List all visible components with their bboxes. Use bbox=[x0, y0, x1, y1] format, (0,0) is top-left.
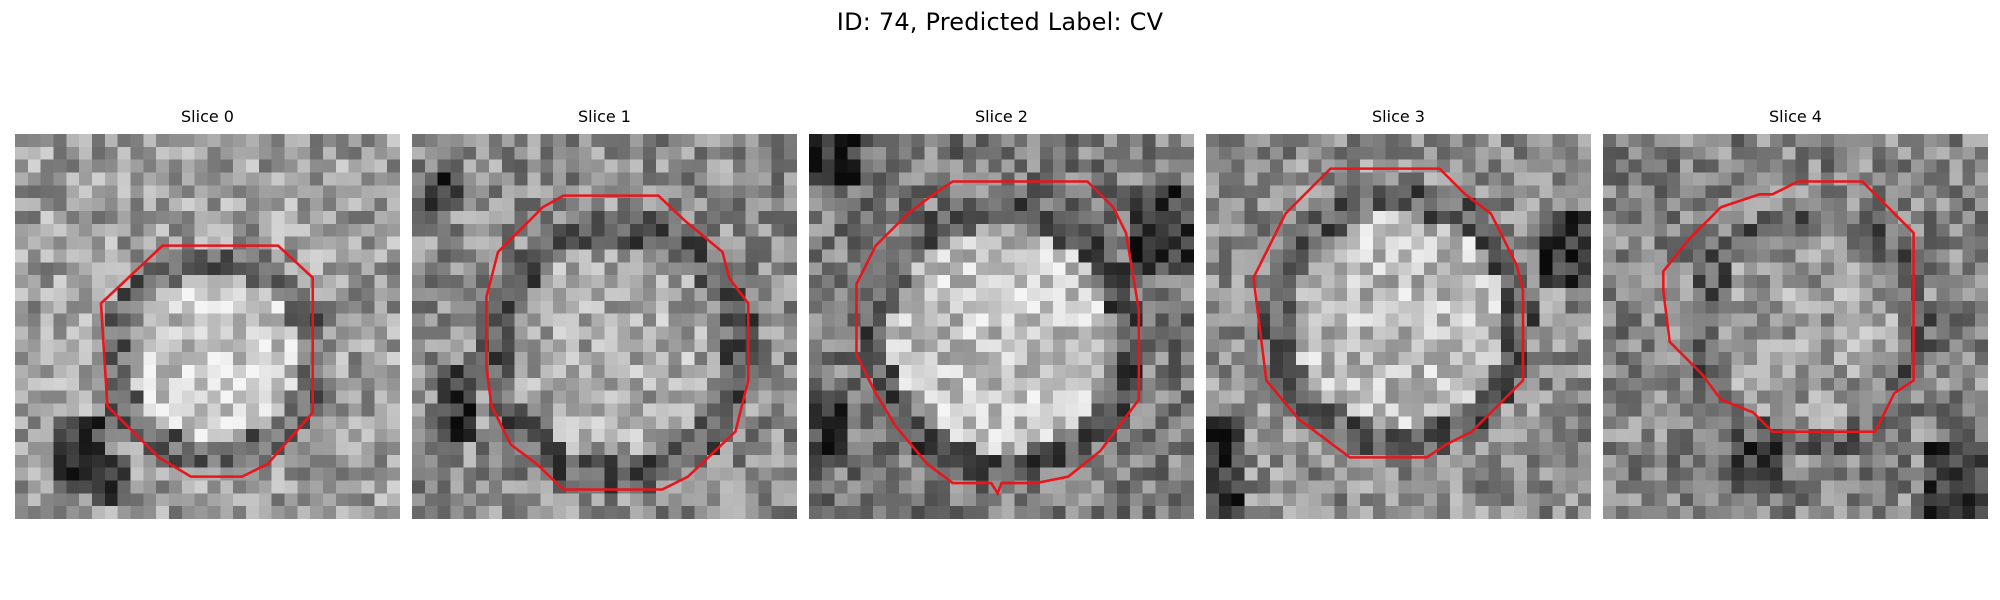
slice-image bbox=[1206, 134, 1591, 519]
slice-3-image bbox=[1206, 134, 1591, 519]
slice-image bbox=[1603, 134, 1988, 519]
slice-title: Slice 2 bbox=[975, 107, 1028, 126]
pixel-grid bbox=[412, 134, 797, 519]
segmentation-contour bbox=[855, 180, 1141, 497]
slice-image bbox=[412, 134, 797, 519]
segmentation-contour bbox=[1252, 167, 1525, 459]
pixel-grid bbox=[1206, 134, 1591, 519]
pixel-grid bbox=[15, 134, 400, 519]
slice-image bbox=[809, 134, 1194, 519]
pixel-grid bbox=[809, 134, 1194, 519]
slice-4-image bbox=[1603, 134, 1988, 519]
slice-title: Slice 4 bbox=[1769, 107, 1822, 126]
figure-title: ID: 74, Predicted Label: CV bbox=[836, 8, 1164, 36]
segmentation-contour bbox=[99, 244, 315, 478]
segmentation-contour bbox=[1662, 180, 1915, 434]
slice-title: Slice 3 bbox=[1372, 107, 1425, 126]
slice-image bbox=[15, 134, 400, 519]
segmentation-contour bbox=[485, 194, 750, 491]
slice-0-image bbox=[15, 134, 400, 519]
slice-2-image bbox=[809, 134, 1194, 519]
pixel-grid bbox=[1603, 134, 1988, 519]
slice-title: Slice 0 bbox=[181, 107, 234, 126]
slice-1-image bbox=[412, 134, 797, 519]
slice-title: Slice 1 bbox=[578, 107, 631, 126]
